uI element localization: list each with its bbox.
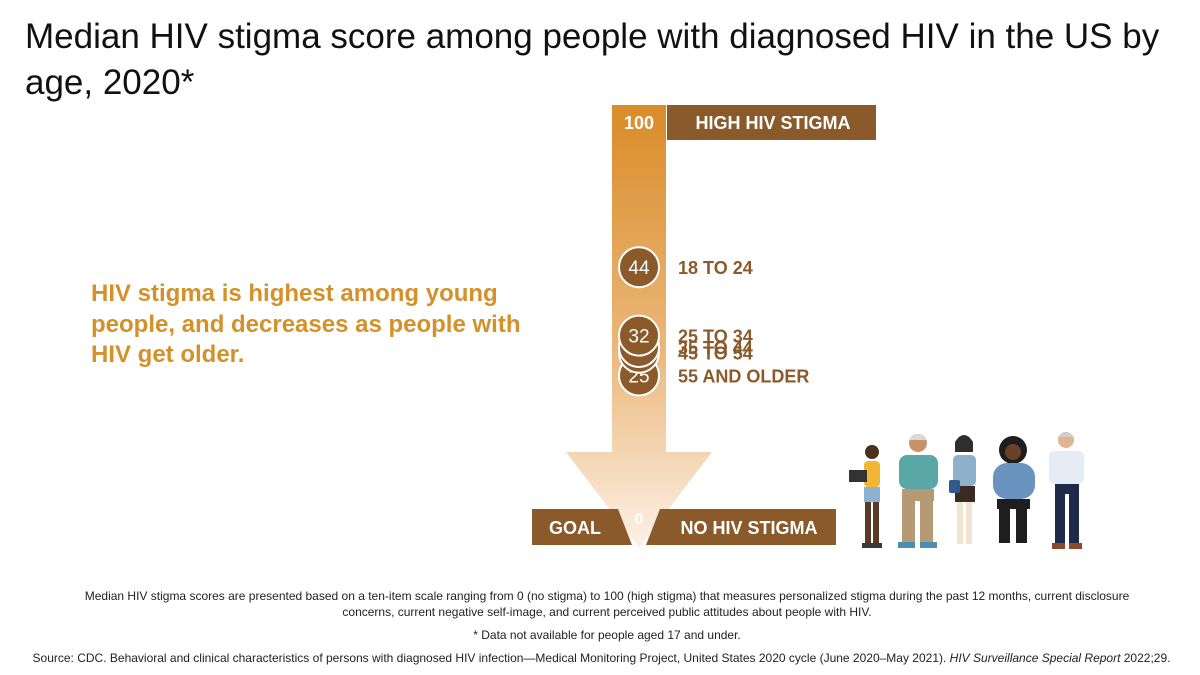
chart-title: Median HIV stigma score among people wit…	[25, 17, 1160, 102]
person-1-figure	[849, 445, 882, 548]
person-2-figure	[898, 434, 938, 548]
no-stigma-bar	[646, 509, 836, 545]
age-footnote: * Data not available for people aged 17 …	[473, 628, 741, 642]
source-journal: HIV Surveillance Special Report	[949, 651, 1121, 665]
score-marker-1	[618, 246, 660, 289]
person-4-figure	[993, 436, 1035, 543]
scale-bottom-value: 0	[635, 511, 644, 528]
age-group-label-3: 35 TO 44	[678, 338, 753, 358]
score-marker-2	[618, 314, 660, 357]
age-group-label-4: 45 TO 54	[678, 344, 753, 364]
source-main: Source: CDC. Behavioral and clinical cha…	[32, 651, 950, 665]
key-message: HIV stigma is highest among young people…	[91, 280, 521, 368]
score-value-1: 44	[628, 258, 650, 279]
age-group-label-1: 18 TO 24	[678, 258, 753, 278]
people-illustration	[849, 432, 1084, 549]
goal-bar	[532, 509, 632, 545]
person-3-figure	[949, 435, 976, 544]
age-group-label-5: 55 AND OLDER	[678, 367, 809, 387]
age-group-label-2: 25 TO 34	[678, 327, 753, 347]
source-note: Source: CDC. Behavioral and clinical cha…	[14, 650, 1189, 666]
source-end: 2022;29.	[1120, 651, 1171, 665]
method-footnote: Median HIV stigma scores are presented b…	[84, 589, 1130, 619]
person-5-figure	[1049, 432, 1084, 549]
score-value-2: 32	[628, 327, 649, 348]
high-stigma-bar	[667, 105, 876, 140]
no-stigma-label: NO HIV STIGMA	[680, 518, 817, 538]
high-stigma-label: HIGH HIV STIGMA	[695, 113, 850, 133]
stigma-scale-chart: 100 HIGH HIV STIGMA GOAL NO HIV STIGMA 0…	[532, 105, 1084, 549]
goal-label: GOAL	[549, 518, 601, 538]
scale-top-value: 100	[624, 113, 654, 133]
